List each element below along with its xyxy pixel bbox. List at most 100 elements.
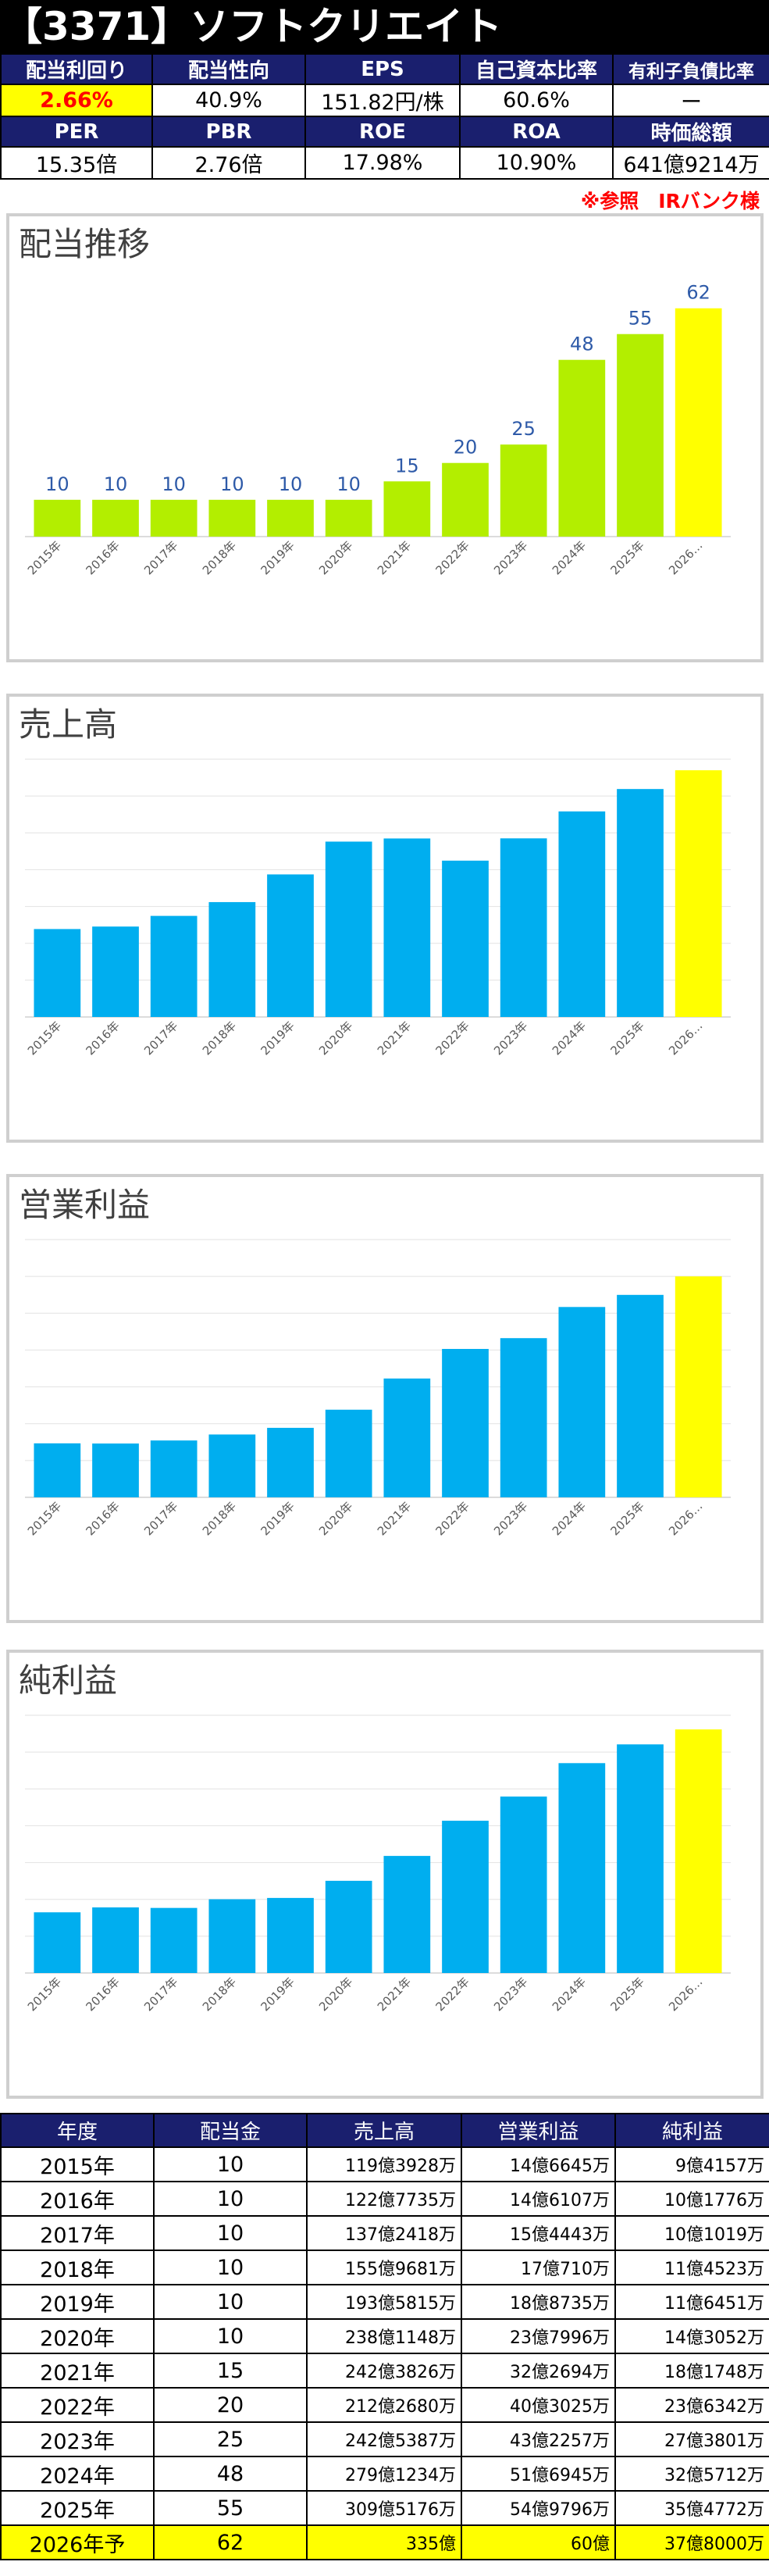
table-row: 2017年 10 137億2418万 15億4443万 10億1019万 <box>0 2215 769 2251</box>
bar-2023年 <box>500 838 547 1017</box>
bar-2023年 <box>500 1338 547 1497</box>
net-profit-cell: 11億4523万 <box>614 2250 769 2285</box>
year-cell: 2019年 <box>0 2284 155 2320</box>
net-profit-cell: 18億1748万 <box>614 2353 769 2389</box>
sales-cell: 212億2680万 <box>306 2387 462 2423</box>
bar-2020年 <box>325 499 372 537</box>
metric-label-debt-ratio: 有利子負債比率 <box>612 53 769 85</box>
net-profit-cell: 37億8000万 <box>614 2524 769 2560</box>
net-profit-cell: 27億3801万 <box>614 2421 769 2457</box>
bar-2016年 <box>92 499 139 537</box>
year-cell: 2025年 <box>0 2490 155 2526</box>
dividend-cell: 10 <box>153 2146 308 2182</box>
metric-label-roe: ROE <box>304 116 461 148</box>
bar-2022年 <box>442 462 489 537</box>
metric-value-market-cap: 641億9214万 <box>612 146 769 180</box>
x-tick-label: 2018年 <box>200 1019 239 1058</box>
bar-2015年 <box>34 1443 81 1497</box>
year-cell: 2023年 <box>0 2421 155 2457</box>
bar-2025年 <box>617 1744 664 1973</box>
x-tick-label: 2026… <box>666 538 705 577</box>
financial-table: 年度 配当金 売上高 営業利益 純利益 2015年 10 119億3928万 14億6… <box>0 2113 769 2560</box>
bar-2019年 <box>267 1897 314 1973</box>
bar-2019年 <box>267 1428 314 1497</box>
net-profit-chart: 純利益 2015年 2016年 2017年 2018年 2019年 2020年 2021年 20… <box>6 1650 764 2099</box>
x-tick-label: 2024年 <box>550 538 589 577</box>
sales-chart-svg: 売上高 2015年 2016年 2017年 2018年 2019年 2020年 2021年 20… <box>19 705 731 1058</box>
dividend-chart: 配当推移 10 2015年 10 2016年 10 2017年 10 2018年 10 2019年 1… <box>6 213 764 662</box>
x-tick-label: 2025年 <box>607 538 646 577</box>
data-label: 15 <box>395 455 419 476</box>
year-cell: 2026年予 <box>0 2524 155 2560</box>
bar-2021年 <box>383 1856 431 1973</box>
operating-profit-cell: 14億6645万 <box>461 2146 616 2182</box>
x-tick-label: 2022年 <box>433 1975 472 2014</box>
bar-2020年 <box>325 841 372 1017</box>
sales-cell: 137億2418万 <box>306 2215 462 2251</box>
sales-cell: 155億9681万 <box>306 2250 462 2285</box>
metric-value-pbr: 2.76倍 <box>151 146 306 180</box>
table-row-forecast: 2026年予 62 335億 60億 37億8000万 <box>0 2524 769 2560</box>
net-profit-cell: 14億3052万 <box>614 2318 769 2354</box>
dividend-cell: 10 <box>153 2284 308 2320</box>
metric-value-roa: 10.90% <box>459 146 614 180</box>
bar-2025年 <box>617 789 664 1017</box>
bar-2017年 <box>150 1907 198 1973</box>
dividend-cell: 62 <box>153 2524 308 2560</box>
metric-label-per: PER <box>0 116 153 148</box>
metric-value-eps: 151.82円/株 <box>304 84 461 117</box>
x-tick-label: 2019年 <box>258 1975 297 2014</box>
net-profit-cell: 10億1776万 <box>614 2181 769 2217</box>
column-header-operating-profit: 営業利益 <box>461 2113 616 2148</box>
metrics-value-row: 2.66% 40.9% 151.82円/株 60.6% ー <box>0 84 769 117</box>
bar-2018年 <box>208 901 256 1017</box>
table-row: 2021年 15 242億3826万 32億2694万 18億1748万 <box>0 2353 769 2389</box>
bar-2024年 <box>558 1307 606 1497</box>
x-tick-label: 2015年 <box>25 538 64 577</box>
operating-profit-cell: 15億4443万 <box>461 2215 616 2251</box>
x-tick-label: 2023年 <box>491 1499 530 1538</box>
bar-2024年 <box>558 811 606 1017</box>
metric-label-market-cap: 時価総額 <box>612 116 769 148</box>
bar-2016年 <box>92 926 139 1017</box>
column-header-year: 年度 <box>0 2113 155 2148</box>
operating-profit-cell: 17億710万 <box>461 2250 616 2285</box>
x-tick-label: 2017年 <box>141 1975 180 2014</box>
data-label: 25 <box>511 418 536 440</box>
sales-cell: 309億5176万 <box>306 2490 462 2526</box>
metric-value-equity-ratio: 60.6% <box>459 84 614 117</box>
x-tick-label: 2025年 <box>607 1975 646 2014</box>
bar-2018年 <box>208 499 256 537</box>
x-tick-label: 2019年 <box>258 1499 297 1538</box>
operating-profit-cell: 32億2694万 <box>461 2353 616 2389</box>
x-tick-label: 2018年 <box>200 538 239 577</box>
x-tick-label: 2025年 <box>607 1499 646 1538</box>
table-row: 2016年 10 122億7735万 14億6107万 10億1776万 <box>0 2181 769 2217</box>
data-label: 55 <box>628 308 653 330</box>
column-header-sales: 売上高 <box>306 2113 462 2148</box>
net-profit-cell: 35億4772万 <box>614 2490 769 2526</box>
net-profit-cell: 23億6342万 <box>614 2387 769 2423</box>
metric-value-dividend-yield: 2.66% <box>0 84 153 117</box>
data-label: 10 <box>279 473 303 495</box>
sales-cell: 238億1148万 <box>306 2318 462 2354</box>
table-row: 2020年 10 238億1148万 23億7996万 14億3052万 <box>0 2318 769 2354</box>
sales-cell: 279億1234万 <box>306 2456 462 2492</box>
dividend-cell: 10 <box>153 2318 308 2354</box>
year-cell: 2015年 <box>0 2146 155 2182</box>
x-tick-label: 2021年 <box>375 1499 414 1538</box>
bar-2024年 <box>558 1763 606 1973</box>
dividend-chart-svg: 配当推移 10 2015年 10 2016年 10 2017年 10 2018年 10 2019年 1… <box>19 225 731 577</box>
x-tick-label: 2016年 <box>83 1975 122 2014</box>
operating-profit-chart-svg: 営業利益 2015年 2016年 2017年 2018年 2019年 2020年 2021年 2… <box>19 1186 731 1538</box>
x-tick-label: 2020年 <box>316 1019 355 1058</box>
operating-profit-cell: 54億9796万 <box>461 2490 616 2526</box>
source-note: ※参照 IRバンク様 <box>580 190 760 212</box>
operating-profit-cell: 40億3025万 <box>461 2387 616 2423</box>
financial-table-body: 2015年 10 119億3928万 14億6645万 9億4157万 2016年 10 12… <box>0 2146 769 2560</box>
bar-2018年 <box>208 1899 256 1973</box>
metric-value-debt-ratio: ー <box>612 84 769 117</box>
bar-2019年 <box>267 874 314 1017</box>
x-tick-label: 2017年 <box>141 1499 180 1538</box>
data-label: 62 <box>686 282 710 304</box>
